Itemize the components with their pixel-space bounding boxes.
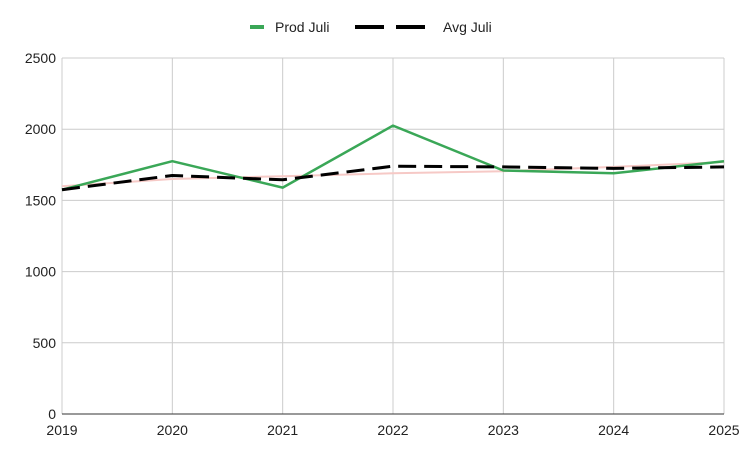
series-line-prod-juli [61,124,725,191]
series-lines [61,124,725,192]
legend-label-avg-juli: Avg Juli [443,19,492,35]
series-line-avg-juli [61,164,725,192]
x-tick-label: 2019 [46,422,77,438]
x-tick-label: 2021 [267,422,298,438]
y-tick-label: 2000 [25,121,56,137]
x-tick-label: 2024 [598,422,629,438]
legend: Prod Juli Avg Juli [250,19,492,35]
legend-label-prod-juli: Prod Juli [275,19,329,35]
x-tick-label: 2025 [708,422,739,438]
y-tick-label: 1000 [25,264,56,280]
x-tick-label: 2020 [157,422,188,438]
y-tick-label: 1500 [25,192,56,208]
y-tick-label: 0 [48,406,56,422]
y-tick-label: 500 [33,335,57,351]
gridlines [61,57,725,414]
x-tick-label: 2022 [377,422,408,438]
y-tick-label: 2500 [25,50,56,66]
x-tick-label: 2023 [488,422,519,438]
axes: 0 500 1000 1500 2000 2500 2019 2020 2021 2022 2023… [25,50,740,438]
